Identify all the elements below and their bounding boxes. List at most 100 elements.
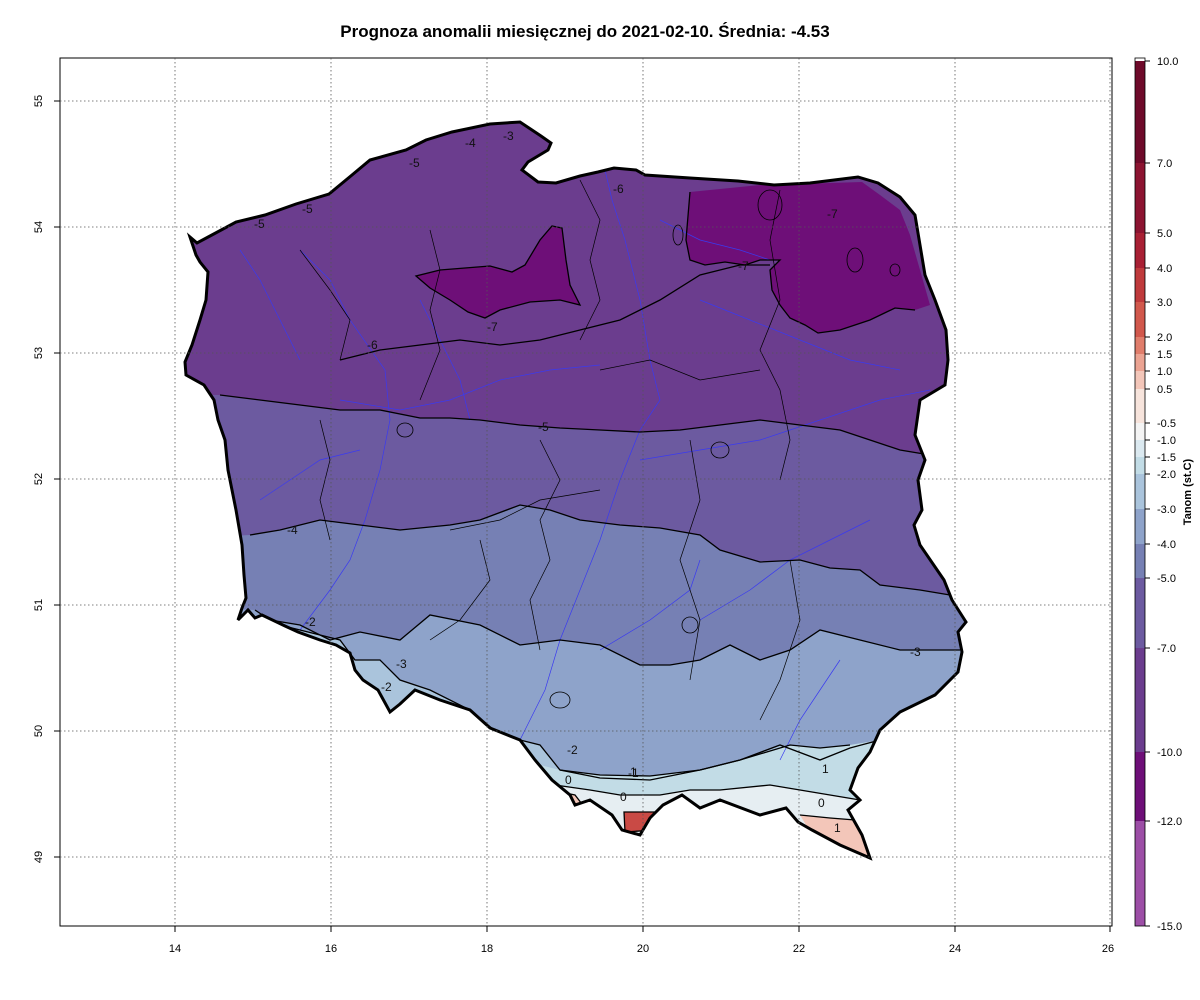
contour-label: 0 — [565, 773, 572, 787]
contour-labels: -4 -3 -5 -5 -5 -6 -7 -7 -7 -6 -5 -4 -3 -… — [254, 129, 921, 835]
colorbar-tick-label: -3.0 — [1157, 504, 1176, 516]
x-axis: 14 16 18 20 22 24 26 — [169, 926, 1114, 955]
colorbar-tick-label: 0.5 — [1157, 384, 1172, 396]
lakes — [396, 189, 901, 709]
colorbar-swatch — [1135, 371, 1145, 389]
contour-label: 0 — [620, 790, 627, 804]
contour-m7-kashubia — [414, 225, 582, 319]
lake-8 — [549, 691, 571, 709]
colorbar-tick-label: 4.0 — [1157, 263, 1172, 275]
contour-m1.5 — [559, 744, 851, 777]
colorbar-swatch — [1135, 423, 1145, 440]
colorbar-tick-label: -1.0 — [1157, 435, 1176, 447]
river-pilica — [599, 559, 701, 651]
river-narew — [699, 299, 901, 371]
band-m7-m10-kashubia — [416, 226, 580, 318]
x-tick-label: 16 — [325, 943, 337, 955]
colorbar-tick-label: 3.0 — [1157, 297, 1172, 309]
colorbar-tick-label: -2.0 — [1157, 469, 1176, 481]
contour-label: -6 — [367, 338, 378, 352]
colorbar-swatch — [1135, 457, 1145, 474]
contour-label: -5 — [254, 217, 265, 231]
y-tick-label: 52 — [33, 473, 45, 485]
contour-m2 — [259, 619, 881, 781]
boundary-6 — [529, 439, 561, 651]
y-tick-label: 55 — [33, 95, 45, 107]
contour-label: -2 — [381, 680, 392, 694]
colorbar-swatch — [1135, 474, 1145, 509]
colorbar-tick-label: -15.0 — [1157, 921, 1182, 933]
river-notec — [419, 299, 471, 421]
lake-2 — [846, 247, 864, 273]
boundary-7 — [679, 439, 701, 681]
contour-lines — [219, 191, 966, 841]
lake-3 — [889, 263, 901, 277]
colorbar: 10.0 7.0 5.0 4.0 3.0 2.0 1.5 1.0 0.5 -0.5 -1.0 -1.5… — [1134, 56, 1194, 933]
colorbar-tick-label: 1.5 — [1157, 349, 1172, 361]
colorbar-swatches — [1135, 61, 1145, 926]
colorbar-swatch — [1135, 337, 1145, 354]
boundary-11 — [449, 489, 601, 531]
colorbar-swatch — [1135, 61, 1145, 163]
river-oder — [299, 249, 391, 631]
band-positive-bieszczady — [800, 815, 870, 858]
y-tick-label: 54 — [33, 221, 45, 233]
colorbar-swatch — [1135, 509, 1145, 544]
river-warta — [339, 364, 601, 411]
contour-label: 1 — [834, 821, 841, 835]
contour-label: -6 — [613, 182, 624, 196]
colorbar-frame — [1134, 57, 1146, 927]
lake-5 — [396, 422, 414, 438]
contour-m1 — [554, 784, 861, 801]
colorbar-ticks: 10.0 7.0 5.0 4.0 3.0 2.0 1.5 1.0 0.5 -0.5 -1.0 -1.5… — [1145, 56, 1182, 933]
x-tick-label: 20 — [637, 943, 649, 955]
contour-label: -4 — [287, 523, 298, 537]
river-bug — [639, 389, 931, 461]
contour-label: -3 — [910, 645, 921, 659]
x-tick-label: 24 — [949, 943, 961, 955]
anomaly-bands — [185, 122, 966, 858]
y-tick-label: 49 — [33, 851, 45, 863]
colorbar-swatch — [1135, 268, 1145, 302]
contour-label: -2 — [567, 743, 578, 757]
colorbar-swatch — [1135, 544, 1145, 578]
contour-label: 1 — [822, 762, 829, 776]
y-axis: 49 50 51 52 53 54 55 — [33, 95, 60, 863]
colorbar-title: Tanom (st.C) — [1182, 458, 1194, 525]
contour-label: 1 — [630, 765, 637, 779]
contour-label: -7 — [738, 259, 749, 273]
colorbar-tick-label: -10.0 — [1157, 747, 1182, 759]
colorbar-swatch — [1135, 578, 1145, 648]
contour-m4 — [249, 504, 951, 596]
gridlines — [60, 58, 1112, 926]
boundary-2 — [419, 229, 441, 401]
colorbar-swatch — [1135, 752, 1145, 821]
colorbar-swatch — [1135, 821, 1145, 926]
contour-label: -7 — [487, 320, 498, 334]
contour-label: -1 — [628, 766, 639, 780]
boundary-10 — [599, 359, 761, 381]
contour-m6 — [339, 264, 770, 361]
boundary-4 — [759, 189, 791, 481]
colorbar-tick-label: -12.0 — [1157, 816, 1182, 828]
river-san — [779, 659, 841, 761]
colorbar-swatch — [1135, 440, 1145, 457]
colorbar-tick-label: -1.5 — [1157, 452, 1176, 464]
contour-label: -7 — [827, 207, 838, 221]
contour-label: -5 — [409, 156, 420, 170]
colorbar-tick-label: 1.0 — [1157, 366, 1172, 378]
x-tick-label: 22 — [793, 943, 805, 955]
chart-title: Prognoza anomalii miesięcznej do 2021-02… — [340, 22, 829, 41]
x-tick-label: 26 — [1102, 943, 1114, 955]
colorbar-tick-label: 2.0 — [1157, 332, 1172, 344]
boundary-3 — [579, 179, 601, 341]
river-pasleka — [659, 219, 771, 261]
contour-label: -5 — [538, 420, 549, 434]
river-bobr — [259, 449, 361, 501]
plot-frame — [59, 57, 1113, 927]
contour-label: 0 — [818, 796, 825, 810]
colorbar-swatch — [1135, 354, 1145, 371]
contour-label: -2 — [305, 615, 316, 629]
boundary-8 — [429, 539, 491, 641]
boundary-1 — [299, 249, 351, 361]
